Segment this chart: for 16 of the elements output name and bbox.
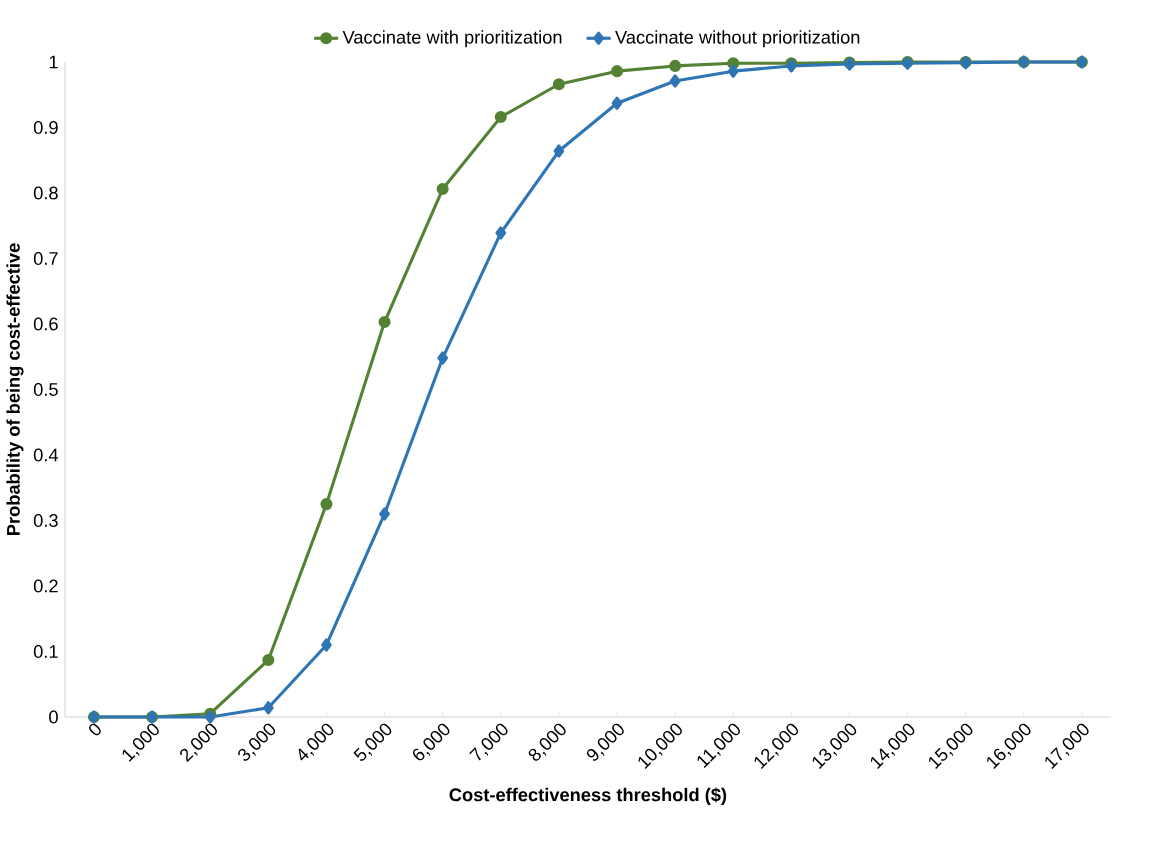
y-axis-title: Probability of being cost-effective xyxy=(6,243,24,536)
y-tick-label: 0.5 xyxy=(33,383,58,396)
y-tick-label: 0.2 xyxy=(33,579,58,593)
y-tick-label: 0.8 xyxy=(33,186,58,200)
y-tick-label: 0.1 xyxy=(33,645,58,658)
legend-label: Vaccinate with prioritization xyxy=(342,30,562,48)
y-tick-label: 1 xyxy=(49,55,58,69)
x-tick-label: 0 xyxy=(89,723,101,736)
y-tick-label: 0.9 xyxy=(33,121,58,134)
y-tick-label: 0.7 xyxy=(33,252,58,265)
y-tick-label: 0.3 xyxy=(33,514,58,527)
y-tick-label: 0.6 xyxy=(33,317,58,331)
legend-label: Vaccinate without prioritization xyxy=(615,30,860,48)
x-axis-title: Cost-effectiveness threshold ($) xyxy=(449,787,727,805)
y-tick-label: 0 xyxy=(49,710,58,724)
y-tick-label: 0.4 xyxy=(33,448,59,462)
